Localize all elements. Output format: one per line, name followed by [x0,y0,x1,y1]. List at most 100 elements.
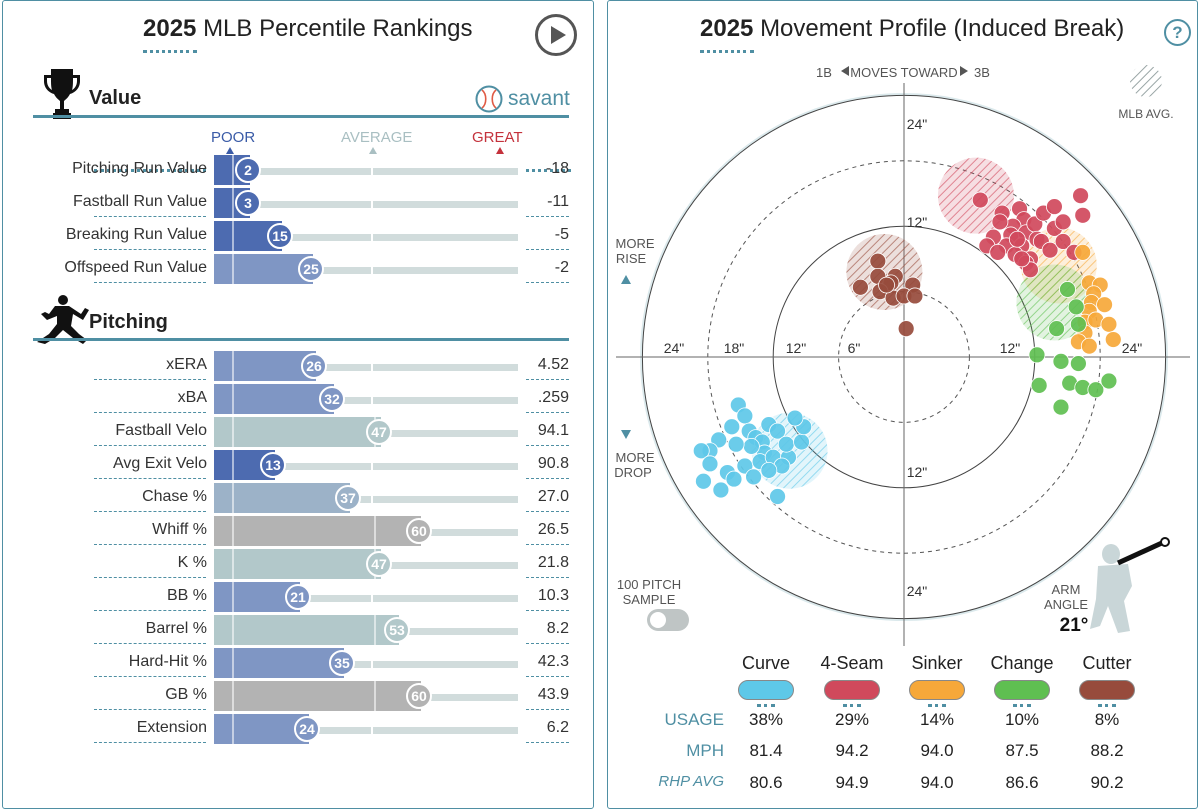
row-track [250,496,518,503]
more-rise-line-2: RISE [616,251,647,266]
legend-swatch[interactable] [994,680,1050,700]
toggle-knob [650,612,666,628]
row-dash-right [526,216,569,217]
bar-marker [232,648,234,678]
percentile-row[interactable]: BB % 21 10.3 [3,582,595,612]
row-track [250,595,518,602]
trophy-icon [44,69,80,119]
percentile-badge: 21 [285,584,311,610]
row-label: xERA [166,356,207,373]
percentile-bar [214,615,399,645]
percentile-row[interactable]: Pitching Run Value 2 -18 [3,155,595,185]
more-drop-line-2: DROP [614,465,652,480]
percentile-row[interactable]: GB % 60 43.9 [3,681,595,711]
pitch-sample-toggle[interactable] [647,609,689,631]
legend-pitch-name: Sinker [911,653,963,673]
percentile-row[interactable]: Fastball Run Value 3 -11 [3,188,595,218]
row-dash-left [94,412,206,413]
row-track [250,234,518,241]
track-midline [371,267,373,274]
pitch-point [712,481,730,499]
percentile-badge: 47 [366,419,392,445]
pitch-point [777,435,795,453]
row-value: -5 [554,226,569,243]
legend-swatch[interactable] [738,680,794,700]
bar-marker [232,351,234,381]
row-dash-left [94,676,206,677]
arrow-right-icon [960,66,968,76]
pitch-point [769,422,786,440]
play-button[interactable] [535,14,577,56]
pitch-point [769,488,786,505]
pitch-point [1028,346,1046,364]
row-dash-right [526,643,569,644]
percentile-row[interactable]: Fastball Velo 47 94.1 [3,417,595,447]
legend-pitch-name: 4-Seam [820,653,884,673]
track-midline [371,727,373,734]
movement-title-underline [700,50,754,53]
direction-3b: 3B [974,65,990,80]
bar-marker [374,516,376,546]
legend-usage: 14% [919,710,955,729]
legend-rhp-avg: 80.6 [749,773,783,792]
percentile-row[interactable]: Chase % 37 27.0 [3,483,595,513]
percentile-row[interactable]: Whiff % 60 26.5 [3,516,595,546]
arrow-down-icon [621,430,631,439]
savant-logo[interactable]: savant [475,85,570,113]
percentile-badge: 35 [329,650,355,676]
row-track [250,168,518,175]
percentile-row[interactable]: Extension 24 6.2 [3,714,595,744]
percentile-row[interactable]: xERA 26 4.52 [3,351,595,381]
row-label: Chase % [142,488,207,505]
scale-average-label: AVERAGE [341,129,413,146]
row-label: Pitching Run Value [72,160,207,177]
row-dash-right [526,478,569,479]
percentile-badge: 25 [298,256,324,282]
track-midline [371,397,373,404]
row-dash-right [526,445,569,446]
row-track [250,397,518,404]
percentile-bar [214,516,421,546]
axis-label-6-left: 6" [848,340,861,356]
direction-moves-toward: MOVES TOWARD [850,65,957,80]
bar-marker [232,483,234,513]
row-dash-right [526,511,569,512]
pitch-point [1008,230,1026,248]
pitch-point [1074,243,1092,261]
percentile-bar [214,714,309,744]
percentile-row[interactable]: Barrel % 53 8.2 [3,615,595,645]
legend-swatch[interactable] [1079,680,1135,700]
help-button[interactable]: ? [1164,19,1191,46]
percentile-badge: 3 [235,190,261,216]
axis-label-24-left: 24" [664,340,685,356]
pitch-point [897,320,915,338]
title-underline [143,50,197,53]
percentile-row[interactable]: xBA 32 .259 [3,384,595,414]
pitch-point [851,278,869,296]
row-label: Fastball Run Value [73,193,207,210]
pitch-point [878,276,895,294]
bar-marker [232,681,234,711]
direction-1b: 1B [816,65,832,80]
row-label: Offspeed Run Value [64,259,207,276]
legend-swatch[interactable] [824,680,880,700]
legend-usage: 38% [748,710,784,729]
bar-marker [374,615,376,645]
percentile-badge: 37 [335,485,361,511]
percentile-row[interactable]: Avg Exit Velo 13 90.8 [3,450,595,480]
percentile-row[interactable]: K % 47 21.8 [3,549,595,579]
legend-dash [1098,704,1116,707]
axis-label-12-right: 12" [1000,340,1021,356]
percentile-row[interactable]: Breaking Run Value 15 -5 [3,221,595,251]
pitch-point [695,472,712,490]
pitch-point [971,191,989,209]
percentile-row[interactable]: Offspeed Run Value 25 -2 [3,254,595,284]
rhp-avg-row-label: RHP AVG [658,773,724,790]
axis-label-12-top: 12" [907,214,928,230]
percentile-row[interactable]: Hard-Hit % 35 42.3 [3,648,595,678]
row-track [250,267,518,274]
pitch-point [742,437,760,455]
percentile-bar [214,351,316,381]
legend-swatch[interactable] [909,680,965,700]
percentile-bar [214,483,350,513]
